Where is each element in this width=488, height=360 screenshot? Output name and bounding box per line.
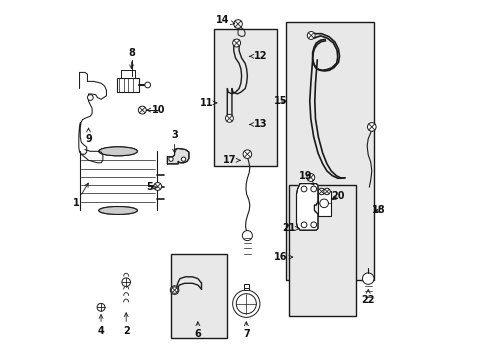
Text: 22: 22 xyxy=(361,289,374,305)
Text: 4: 4 xyxy=(98,315,104,336)
Circle shape xyxy=(171,287,178,293)
Text: 14: 14 xyxy=(216,15,234,26)
Circle shape xyxy=(236,294,256,314)
Polygon shape xyxy=(167,148,188,164)
Circle shape xyxy=(144,82,150,88)
Bar xyxy=(285,22,373,280)
Circle shape xyxy=(306,174,314,181)
Text: 2: 2 xyxy=(122,313,129,336)
Text: 1: 1 xyxy=(72,183,88,208)
Text: 16: 16 xyxy=(273,252,292,262)
Ellipse shape xyxy=(99,147,137,156)
Circle shape xyxy=(242,230,252,240)
Bar xyxy=(289,185,355,316)
Circle shape xyxy=(153,183,162,190)
Text: 6: 6 xyxy=(194,322,201,339)
Bar xyxy=(244,284,248,290)
Bar xyxy=(214,30,276,166)
Circle shape xyxy=(181,157,185,161)
Bar xyxy=(317,191,330,216)
Text: 9: 9 xyxy=(85,128,92,144)
Circle shape xyxy=(310,186,316,192)
Bar xyxy=(121,70,135,78)
Circle shape xyxy=(319,199,328,208)
Text: 13: 13 xyxy=(249,120,267,129)
Circle shape xyxy=(87,95,93,100)
Circle shape xyxy=(306,32,314,40)
Text: 7: 7 xyxy=(243,322,249,339)
Polygon shape xyxy=(296,184,317,230)
Text: 12: 12 xyxy=(249,51,267,61)
Circle shape xyxy=(367,123,375,131)
Text: 3: 3 xyxy=(171,130,178,153)
Circle shape xyxy=(318,188,324,195)
Circle shape xyxy=(232,39,240,47)
Circle shape xyxy=(122,278,130,287)
Ellipse shape xyxy=(99,147,137,156)
Circle shape xyxy=(97,303,105,311)
Text: 10: 10 xyxy=(146,105,165,115)
Circle shape xyxy=(243,150,251,158)
Text: 5: 5 xyxy=(146,182,157,192)
Circle shape xyxy=(301,186,306,192)
Circle shape xyxy=(170,286,179,294)
Circle shape xyxy=(310,222,316,228)
Bar xyxy=(117,78,139,92)
Bar xyxy=(171,253,226,338)
Circle shape xyxy=(168,157,173,161)
Text: 19: 19 xyxy=(298,171,314,185)
Circle shape xyxy=(301,222,306,228)
Text: 21: 21 xyxy=(282,224,299,233)
Text: 20: 20 xyxy=(330,191,344,201)
Text: 17: 17 xyxy=(223,155,240,165)
Ellipse shape xyxy=(99,207,137,215)
Circle shape xyxy=(232,290,260,318)
Circle shape xyxy=(138,106,146,114)
Circle shape xyxy=(323,188,329,195)
Ellipse shape xyxy=(99,207,137,215)
Text: 11: 11 xyxy=(200,98,216,108)
Circle shape xyxy=(362,273,373,284)
Text: 8: 8 xyxy=(128,48,135,69)
Text: 18: 18 xyxy=(371,206,385,216)
Circle shape xyxy=(225,114,233,122)
Text: 15: 15 xyxy=(273,96,286,106)
Circle shape xyxy=(233,20,242,28)
